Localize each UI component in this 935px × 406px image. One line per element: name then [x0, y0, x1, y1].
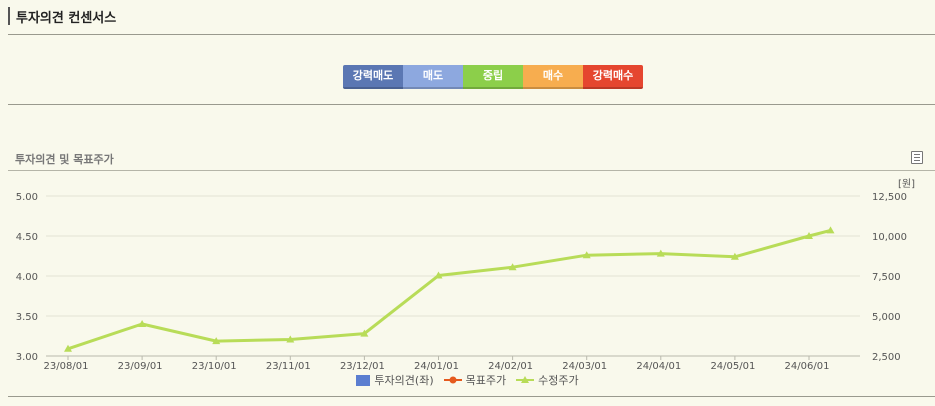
series-point-2 [582, 251, 591, 259]
series-point-2 [286, 335, 295, 343]
series-point-2 [730, 252, 739, 260]
x-axis-tick-label: 23/08/01 [44, 361, 89, 372]
right-axis-tick-label: 10,000 [872, 232, 907, 243]
series-line-2 [66, 228, 833, 351]
legend-marker-target-price [443, 376, 462, 384]
section-divider [8, 104, 935, 105]
left-axis-tick-label: 3.50 [16, 312, 38, 323]
x-axis-tick-label: 23/10/01 [192, 361, 237, 372]
series-point-2 [826, 226, 835, 234]
right-axis-unit: [원] [898, 178, 915, 190]
x-axis-tick-label: 23/11/01 [266, 361, 311, 372]
legend-item-adjusted-price[interactable]: 수정주가 [516, 372, 579, 388]
legend-item-opinion[interactable]: 투자의견(좌) [356, 372, 434, 388]
series-point-2 [64, 344, 72, 352]
series-point-2 [508, 263, 517, 271]
series-point-2 [138, 320, 147, 327]
x-axis-tick-label: 24/05/01 [710, 361, 755, 372]
chart-title-rule [8, 170, 935, 171]
chart-legend: 투자의견(좌) 목표주가 수정주가 [0, 372, 935, 388]
x-axis-tick-label: 24/04/01 [636, 361, 681, 372]
right-axis-tick-label: 2,500 [872, 352, 901, 363]
right-axis-tick-label: 12,500 [872, 192, 907, 203]
consensus-strong-sell: 강력매도 [343, 65, 403, 89]
x-axis-tick-label: 24/01/01 [414, 361, 459, 372]
left-axis-tick-label: 3.00 [16, 352, 38, 363]
x-axis-tick-label: 24/02/01 [488, 361, 533, 372]
consensus-hold: 중립 [463, 65, 523, 89]
x-axis-tick-label: 23/12/01 [340, 361, 385, 372]
right-axis-tick-label: 7,500 [872, 272, 901, 283]
section-title: 투자의견 컨센서스 [16, 11, 117, 26]
series-point-2 [212, 337, 221, 345]
legend-marker-adjusted-price [516, 376, 535, 383]
consensus-scale: 강력매도 매도 중립 매수 강력매수 [343, 65, 643, 89]
right-axis-tick-label: 5,000 [872, 312, 901, 323]
left-axis-tick-label: 4.00 [16, 272, 38, 283]
consensus-sell: 매도 [403, 65, 463, 89]
left-axis-tick-label: 5.00 [16, 192, 38, 203]
series-point-2 [434, 271, 443, 279]
x-axis-tick-label: 24/06/01 [785, 361, 830, 372]
bottom-rule [8, 396, 935, 397]
legend-label-opinion: 투자의견(좌) [374, 374, 434, 387]
section-header-bar [8, 7, 10, 25]
legend-item-target-price[interactable]: 목표주가 [443, 372, 507, 388]
series-point-2 [360, 329, 369, 337]
consensus-buy: 매수 [523, 65, 583, 89]
x-axis-tick-label: 24/03/01 [562, 361, 607, 372]
consensus-strong-buy: 강력매수 [583, 65, 643, 89]
left-axis-tick-label: 4.50 [16, 232, 38, 243]
section-header: 투자의견 컨센서스 [8, 4, 935, 35]
legend-label-adjusted-price: 수정주가 [538, 374, 579, 387]
series-point-2 [656, 249, 665, 257]
legend-swatch-opinion [356, 374, 371, 386]
series-point-2 [805, 232, 813, 239]
x-axis-tick-label: 23/09/01 [118, 361, 163, 372]
chart-section-title: 투자의견 및 목표주가 [15, 153, 114, 166]
list-document-icon[interactable] [911, 151, 923, 164]
legend-label-target-price: 목표주가 [465, 374, 507, 387]
